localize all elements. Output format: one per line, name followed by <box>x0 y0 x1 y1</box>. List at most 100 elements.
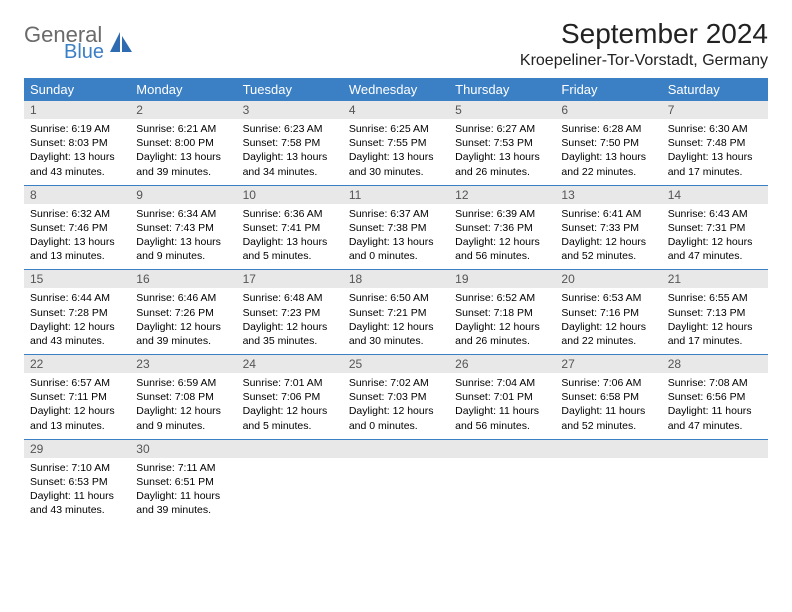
daylight-line: Daylight: 12 hours and 0 minutes. <box>349 404 443 432</box>
sunset-line: Sunset: 7:01 PM <box>455 390 549 404</box>
logo-text-bottom: Blue <box>64 42 104 62</box>
day-number: 23 <box>130 355 236 373</box>
daylight-line: Daylight: 11 hours and 47 minutes. <box>668 404 762 432</box>
logo: General Blue <box>24 18 134 62</box>
day-number: 1 <box>24 101 130 119</box>
day-number: 8 <box>24 186 130 204</box>
day-cell <box>662 458 768 524</box>
sunset-line: Sunset: 7:06 PM <box>243 390 337 404</box>
weeks-container: 1234567Sunrise: 6:19 AMSunset: 8:03 PMDa… <box>24 101 768 523</box>
daylight-line: Daylight: 12 hours and 30 minutes. <box>349 320 443 348</box>
daylight-line: Daylight: 13 hours and 22 minutes. <box>561 150 655 178</box>
sunrise-line: Sunrise: 6:23 AM <box>243 122 337 136</box>
sunrise-line: Sunrise: 6:30 AM <box>668 122 762 136</box>
sunrise-line: Sunrise: 6:25 AM <box>349 122 443 136</box>
day-cell: Sunrise: 6:32 AMSunset: 7:46 PMDaylight:… <box>24 204 130 270</box>
day-number: 30 <box>130 440 236 458</box>
day-cell: Sunrise: 6:27 AMSunset: 7:53 PMDaylight:… <box>449 119 555 185</box>
day-number <box>237 440 343 458</box>
day-number <box>662 440 768 458</box>
day-cell: Sunrise: 6:59 AMSunset: 7:08 PMDaylight:… <box>130 373 236 439</box>
sunset-line: Sunset: 7:03 PM <box>349 390 443 404</box>
day-cell: Sunrise: 6:57 AMSunset: 7:11 PMDaylight:… <box>24 373 130 439</box>
daylight-line: Daylight: 12 hours and 56 minutes. <box>455 235 549 263</box>
daylight-line: Daylight: 13 hours and 43 minutes. <box>30 150 124 178</box>
day-cell: Sunrise: 6:25 AMSunset: 7:55 PMDaylight:… <box>343 119 449 185</box>
day-cell: Sunrise: 6:28 AMSunset: 7:50 PMDaylight:… <box>555 119 661 185</box>
sunrise-line: Sunrise: 7:08 AM <box>668 376 762 390</box>
daylight-line: Daylight: 11 hours and 52 minutes. <box>561 404 655 432</box>
sunset-line: Sunset: 7:48 PM <box>668 136 762 150</box>
location: Kroepeliner-Tor-Vorstadt, Germany <box>520 52 768 70</box>
sunset-line: Sunset: 7:13 PM <box>668 306 762 320</box>
sunrise-line: Sunrise: 7:11 AM <box>136 461 230 475</box>
dayname: Tuesday <box>237 78 343 101</box>
week-row: Sunrise: 7:10 AMSunset: 6:53 PMDaylight:… <box>24 458 768 524</box>
day-cell: Sunrise: 6:53 AMSunset: 7:16 PMDaylight:… <box>555 288 661 354</box>
sunrise-line: Sunrise: 6:39 AM <box>455 207 549 221</box>
day-number: 22 <box>24 355 130 373</box>
sunset-line: Sunset: 6:51 PM <box>136 475 230 489</box>
sunrise-line: Sunrise: 7:06 AM <box>561 376 655 390</box>
dayname: Friday <box>555 78 661 101</box>
sunset-line: Sunset: 7:26 PM <box>136 306 230 320</box>
day-number: 14 <box>662 186 768 204</box>
sunrise-line: Sunrise: 6:36 AM <box>243 207 337 221</box>
day-number: 25 <box>343 355 449 373</box>
day-cell: Sunrise: 6:39 AMSunset: 7:36 PMDaylight:… <box>449 204 555 270</box>
day-number: 28 <box>662 355 768 373</box>
day-cell: Sunrise: 6:44 AMSunset: 7:28 PMDaylight:… <box>24 288 130 354</box>
sunrise-line: Sunrise: 6:50 AM <box>349 291 443 305</box>
day-number: 5 <box>449 101 555 119</box>
sunrise-line: Sunrise: 7:10 AM <box>30 461 124 475</box>
daynum-row: 15161718192021 <box>24 270 768 288</box>
week-row: Sunrise: 6:19 AMSunset: 8:03 PMDaylight:… <box>24 119 768 186</box>
day-cell: Sunrise: 7:08 AMSunset: 6:56 PMDaylight:… <box>662 373 768 439</box>
sunset-line: Sunset: 8:03 PM <box>30 136 124 150</box>
day-number: 11 <box>343 186 449 204</box>
day-number: 13 <box>555 186 661 204</box>
week-row: Sunrise: 6:57 AMSunset: 7:11 PMDaylight:… <box>24 373 768 440</box>
day-cell: Sunrise: 7:06 AMSunset: 6:58 PMDaylight:… <box>555 373 661 439</box>
day-number: 10 <box>237 186 343 204</box>
dayname: Saturday <box>662 78 768 101</box>
daylight-line: Daylight: 12 hours and 35 minutes. <box>243 320 337 348</box>
sunrise-line: Sunrise: 6:27 AM <box>455 122 549 136</box>
day-number: 17 <box>237 270 343 288</box>
daynum-row: 1234567 <box>24 101 768 119</box>
sunset-line: Sunset: 7:16 PM <box>561 306 655 320</box>
sunrise-line: Sunrise: 7:04 AM <box>455 376 549 390</box>
day-cell: Sunrise: 6:37 AMSunset: 7:38 PMDaylight:… <box>343 204 449 270</box>
sunrise-line: Sunrise: 6:48 AM <box>243 291 337 305</box>
daylight-line: Daylight: 12 hours and 5 minutes. <box>243 404 337 432</box>
day-cell <box>343 458 449 524</box>
sunrise-line: Sunrise: 6:34 AM <box>136 207 230 221</box>
day-number: 20 <box>555 270 661 288</box>
daylight-line: Daylight: 13 hours and 0 minutes. <box>349 235 443 263</box>
day-number: 2 <box>130 101 236 119</box>
day-cell: Sunrise: 6:48 AMSunset: 7:23 PMDaylight:… <box>237 288 343 354</box>
sunset-line: Sunset: 8:00 PM <box>136 136 230 150</box>
sunset-line: Sunset: 7:41 PM <box>243 221 337 235</box>
daylight-line: Daylight: 13 hours and 13 minutes. <box>30 235 124 263</box>
sunset-line: Sunset: 7:23 PM <box>243 306 337 320</box>
sunrise-line: Sunrise: 6:37 AM <box>349 207 443 221</box>
daylight-line: Daylight: 13 hours and 9 minutes. <box>136 235 230 263</box>
daylight-line: Daylight: 13 hours and 30 minutes. <box>349 150 443 178</box>
sunset-line: Sunset: 7:31 PM <box>668 221 762 235</box>
sunset-line: Sunset: 7:55 PM <box>349 136 443 150</box>
day-number <box>555 440 661 458</box>
day-cell: Sunrise: 6:55 AMSunset: 7:13 PMDaylight:… <box>662 288 768 354</box>
sunrise-line: Sunrise: 6:44 AM <box>30 291 124 305</box>
daylight-line: Daylight: 12 hours and 52 minutes. <box>561 235 655 263</box>
day-cell: Sunrise: 6:30 AMSunset: 7:48 PMDaylight:… <box>662 119 768 185</box>
day-cell: Sunrise: 7:04 AMSunset: 7:01 PMDaylight:… <box>449 373 555 439</box>
sunrise-line: Sunrise: 6:46 AM <box>136 291 230 305</box>
sunset-line: Sunset: 7:43 PM <box>136 221 230 235</box>
sunrise-line: Sunrise: 6:28 AM <box>561 122 655 136</box>
sunset-line: Sunset: 6:58 PM <box>561 390 655 404</box>
day-number: 3 <box>237 101 343 119</box>
sunset-line: Sunset: 7:28 PM <box>30 306 124 320</box>
daylight-line: Daylight: 12 hours and 22 minutes. <box>561 320 655 348</box>
header: General Blue September 2024 Kroepeliner-… <box>24 18 768 70</box>
